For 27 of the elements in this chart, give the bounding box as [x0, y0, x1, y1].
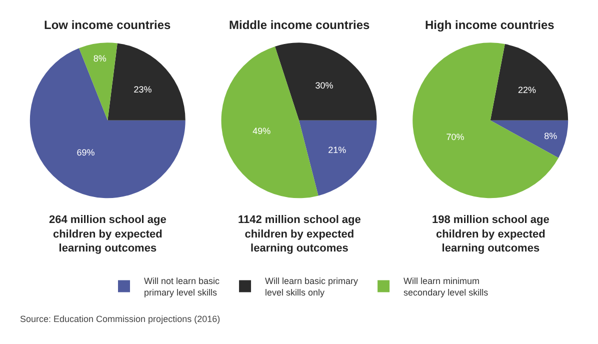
data-label: 30% [315, 80, 334, 91]
data-label: 49% [252, 126, 271, 136]
chart-title: High income countries [425, 18, 555, 32]
pie-slice [412, 42, 558, 198]
data-label: 21% [328, 144, 346, 155]
legend-label: Will learn basic primary level skills only [265, 276, 359, 298]
source-note: Source: Education Commission projections (2016) [20, 314, 220, 324]
legend-label: Will learn minimum secondary level skills [404, 276, 489, 298]
legend-label: Will not learn basic primary level skills [144, 276, 220, 298]
pie-slice [299, 120, 377, 196]
pie-slice [30, 48, 186, 198]
chart-title: Middle income countries [229, 18, 370, 32]
data-label: 69% [76, 148, 95, 158]
pie-slice [79, 42, 118, 120]
data-label: 23% [134, 84, 152, 94]
text: 264 million school age children by expected learning outcomes [49, 214, 166, 255]
pie-slice [490, 120, 568, 158]
pie-slice [490, 44, 568, 120]
data-label: 70% [446, 132, 464, 142]
pie-slice [108, 43, 186, 120]
pie-slice [274, 42, 377, 120]
text: 198 million school age children by expected learning outcomes [432, 214, 550, 255]
text: 1142 million school age children by expected learning outcomes [238, 214, 361, 255]
data-label: 8% [544, 130, 558, 141]
chart-title: Low income countries [44, 18, 172, 32]
data-label: 22% [518, 85, 536, 96]
data-label: 8% [93, 54, 106, 64]
